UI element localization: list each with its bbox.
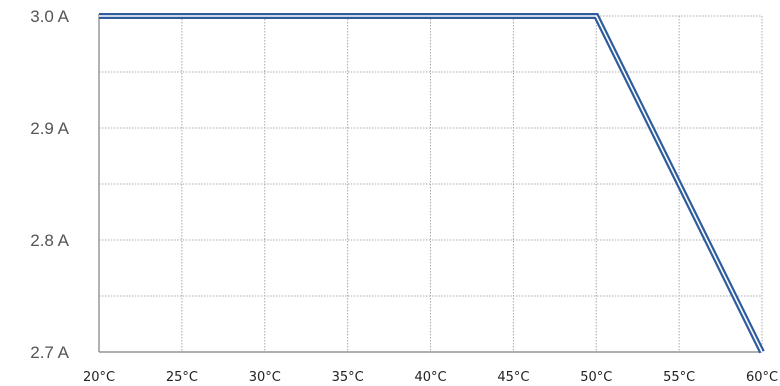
y-tick-labels: 3.0 A 2.9 A 2.8 A 2.7 A [30,7,69,362]
y-tick-label: 2.7 A [30,343,69,362]
x-tick-label: 60°C [746,370,778,385]
x-tick-labels: 20°C 25°C 30°C 35°C 40°C 45°C 50°C 55°C 60°C [83,370,778,385]
y-tick-label: 3.0 A [30,7,69,26]
x-tick-label: 45°C [497,370,529,385]
axes [98,14,762,353]
x-tick-label: 25°C [166,370,198,385]
x-tick-label: 20°C [83,370,115,385]
series-layer [99,13,765,354]
grid-lines [99,15,763,352]
x-tick-label: 55°C [663,370,695,385]
x-tick-label: 35°C [332,370,364,385]
y-tick-label: 2.8 A [30,231,69,250]
y-tick-label: 2.9 A [30,119,69,138]
series-line-inner-0 [99,15,763,353]
x-tick-label: 40°C [414,370,446,385]
x-tick-label: 30°C [249,370,281,385]
x-tick-label: 50°C [580,370,612,385]
